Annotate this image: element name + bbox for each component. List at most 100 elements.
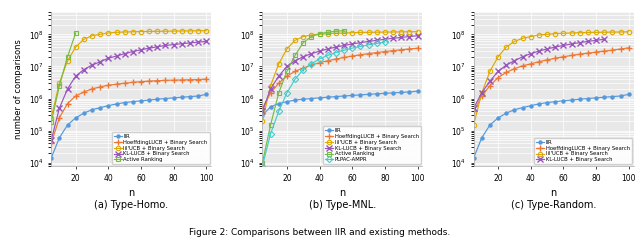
IIR (519, 106, 527, 109)
HoeffdingLUCB + Binary Search (186, 78, 194, 81)
lil'UCB + Binary Search (316, 33, 323, 36)
Line: PLPAC-AMPR: PLPAC-AMPR (260, 40, 387, 168)
PLPAC-AMPR (348, 47, 356, 50)
HoeffdingLUCB + Binary Search (80, 91, 88, 93)
lil'UCB + Binary Search (162, 30, 170, 33)
KL-LUCB + Binary Search (373, 39, 381, 42)
KL-LUCB + Binary Search (568, 43, 575, 46)
Line: IIR: IIR (260, 89, 420, 118)
Active Ranking (291, 54, 299, 57)
IIR (202, 93, 210, 96)
KL-LUCB + Binary Search (584, 40, 592, 43)
Active Ranking (324, 31, 332, 34)
lil'UCB + Binary Search (145, 30, 153, 33)
KL-LUCB + Binary Search (162, 44, 170, 47)
Line: KL-LUCB + Binary Search: KL-LUCB + Binary Search (260, 33, 420, 114)
KL-LUCB + Binary Search (389, 37, 397, 40)
Line: HoeffdingLUCB + Binary Search: HoeffdingLUCB + Binary Search (260, 46, 420, 111)
Active Ranking (275, 91, 283, 94)
KL-LUCB + Binary Search (527, 52, 534, 55)
KL-LUCB + Binary Search (332, 46, 340, 49)
IIR (267, 105, 275, 108)
HoeffdingLUCB + Binary Search (121, 82, 129, 85)
HoeffdingLUCB + Binary Search (519, 64, 527, 67)
HoeffdingLUCB + Binary Search (113, 83, 120, 86)
KL-LUCB + Binary Search (97, 60, 104, 63)
IIR (316, 96, 323, 99)
IIR (527, 104, 534, 107)
PLPAC-AMPR (308, 63, 316, 65)
X-axis label: n: n (339, 188, 346, 198)
lil'UCB + Binary Search (576, 31, 584, 34)
IIR (356, 93, 364, 96)
HoeffdingLUCB + Binary Search (535, 60, 543, 63)
IIR (478, 136, 486, 139)
Legend: IIR, HoeffdingLUCB + Binary Search, lil'UCB + Binary Search, KL-LUCB + Binary Se: IIR, HoeffdingLUCB + Binary Search, lil'… (323, 126, 421, 164)
IIR (397, 91, 405, 94)
HoeffdingLUCB + Binary Search (470, 110, 477, 113)
lil'UCB + Binary Search (600, 31, 608, 34)
lil'UCB + Binary Search (397, 30, 405, 33)
IIR (486, 123, 494, 126)
PLPAC-AMPR (259, 164, 266, 167)
IIR (104, 104, 112, 107)
KL-LUCB + Binary Search (72, 75, 79, 77)
IIR (389, 91, 397, 94)
KL-LUCB + Binary Search (592, 39, 600, 42)
lil'UCB + Binary Search (519, 37, 527, 40)
IIR (502, 112, 510, 115)
lil'UCB + Binary Search (259, 120, 266, 123)
HoeffdingLUCB + Binary Search (316, 61, 323, 64)
IIR (625, 93, 632, 96)
HoeffdingLUCB + Binary Search (340, 56, 348, 59)
KL-LUCB + Binary Search (470, 107, 477, 110)
IIR (72, 116, 79, 119)
IIR (340, 95, 348, 97)
PLPAC-AMPR (373, 42, 381, 45)
HoeffdingLUCB + Binary Search (195, 78, 202, 81)
IIR (576, 98, 584, 101)
lil'UCB + Binary Search (300, 35, 307, 38)
lil'UCB + Binary Search (129, 30, 137, 33)
HoeffdingLUCB + Binary Search (356, 53, 364, 56)
HoeffdingLUCB + Binary Search (129, 81, 137, 84)
IIR (617, 95, 625, 97)
KL-LUCB + Binary Search (535, 50, 543, 53)
Line: KL-LUCB + Binary Search: KL-LUCB + Binary Search (49, 39, 209, 143)
KL-LUCB + Binary Search (316, 50, 323, 53)
lil'UCB + Binary Search (178, 30, 186, 32)
Legend: IIR, HoeffdingLUCB + Binary Search, lil'UCB + Binary Search, KL-LUCB + Binary Se: IIR, HoeffdingLUCB + Binary Search, lil'… (534, 138, 632, 164)
HoeffdingLUCB + Binary Search (259, 107, 266, 110)
Line: Active Ranking: Active Ranking (49, 31, 78, 125)
HoeffdingLUCB + Binary Search (625, 46, 632, 49)
lil'UCB + Binary Search (340, 32, 348, 34)
KL-LUCB + Binary Search (397, 36, 405, 39)
Line: Active Ranking: Active Ranking (260, 28, 346, 165)
lil'UCB + Binary Search (381, 31, 388, 33)
IIR (64, 123, 72, 126)
Text: (a) Type-Homo.: (a) Type-Homo. (94, 200, 168, 210)
HoeffdingLUCB + Binary Search (348, 55, 356, 58)
Line: HoeffdingLUCB + Binary Search: HoeffdingLUCB + Binary Search (471, 45, 632, 114)
KL-LUCB + Binary Search (494, 70, 502, 73)
Y-axis label: number of comparisons: number of comparisons (14, 39, 23, 139)
HoeffdingLUCB + Binary Search (97, 86, 104, 88)
lil'UCB + Binary Search (527, 35, 534, 38)
IIR (559, 99, 567, 102)
HoeffdingLUCB + Binary Search (145, 80, 153, 82)
Active Ranking (316, 32, 323, 35)
lil'UCB + Binary Search (88, 34, 96, 37)
HoeffdingLUCB + Binary Search (64, 102, 72, 105)
KL-LUCB + Binary Search (381, 38, 388, 41)
IIR (97, 106, 104, 109)
KL-LUCB + Binary Search (275, 75, 283, 77)
KL-LUCB + Binary Search (559, 44, 567, 47)
HoeffdingLUCB + Binary Search (592, 51, 600, 54)
lil'UCB + Binary Search (502, 46, 510, 49)
IIR (178, 96, 186, 99)
Active Ranking (308, 35, 316, 38)
lil'UCB + Binary Search (72, 46, 79, 49)
lil'UCB + Binary Search (283, 48, 291, 50)
lil'UCB + Binary Search (609, 31, 616, 33)
HoeffdingLUCB + Binary Search (478, 95, 486, 97)
